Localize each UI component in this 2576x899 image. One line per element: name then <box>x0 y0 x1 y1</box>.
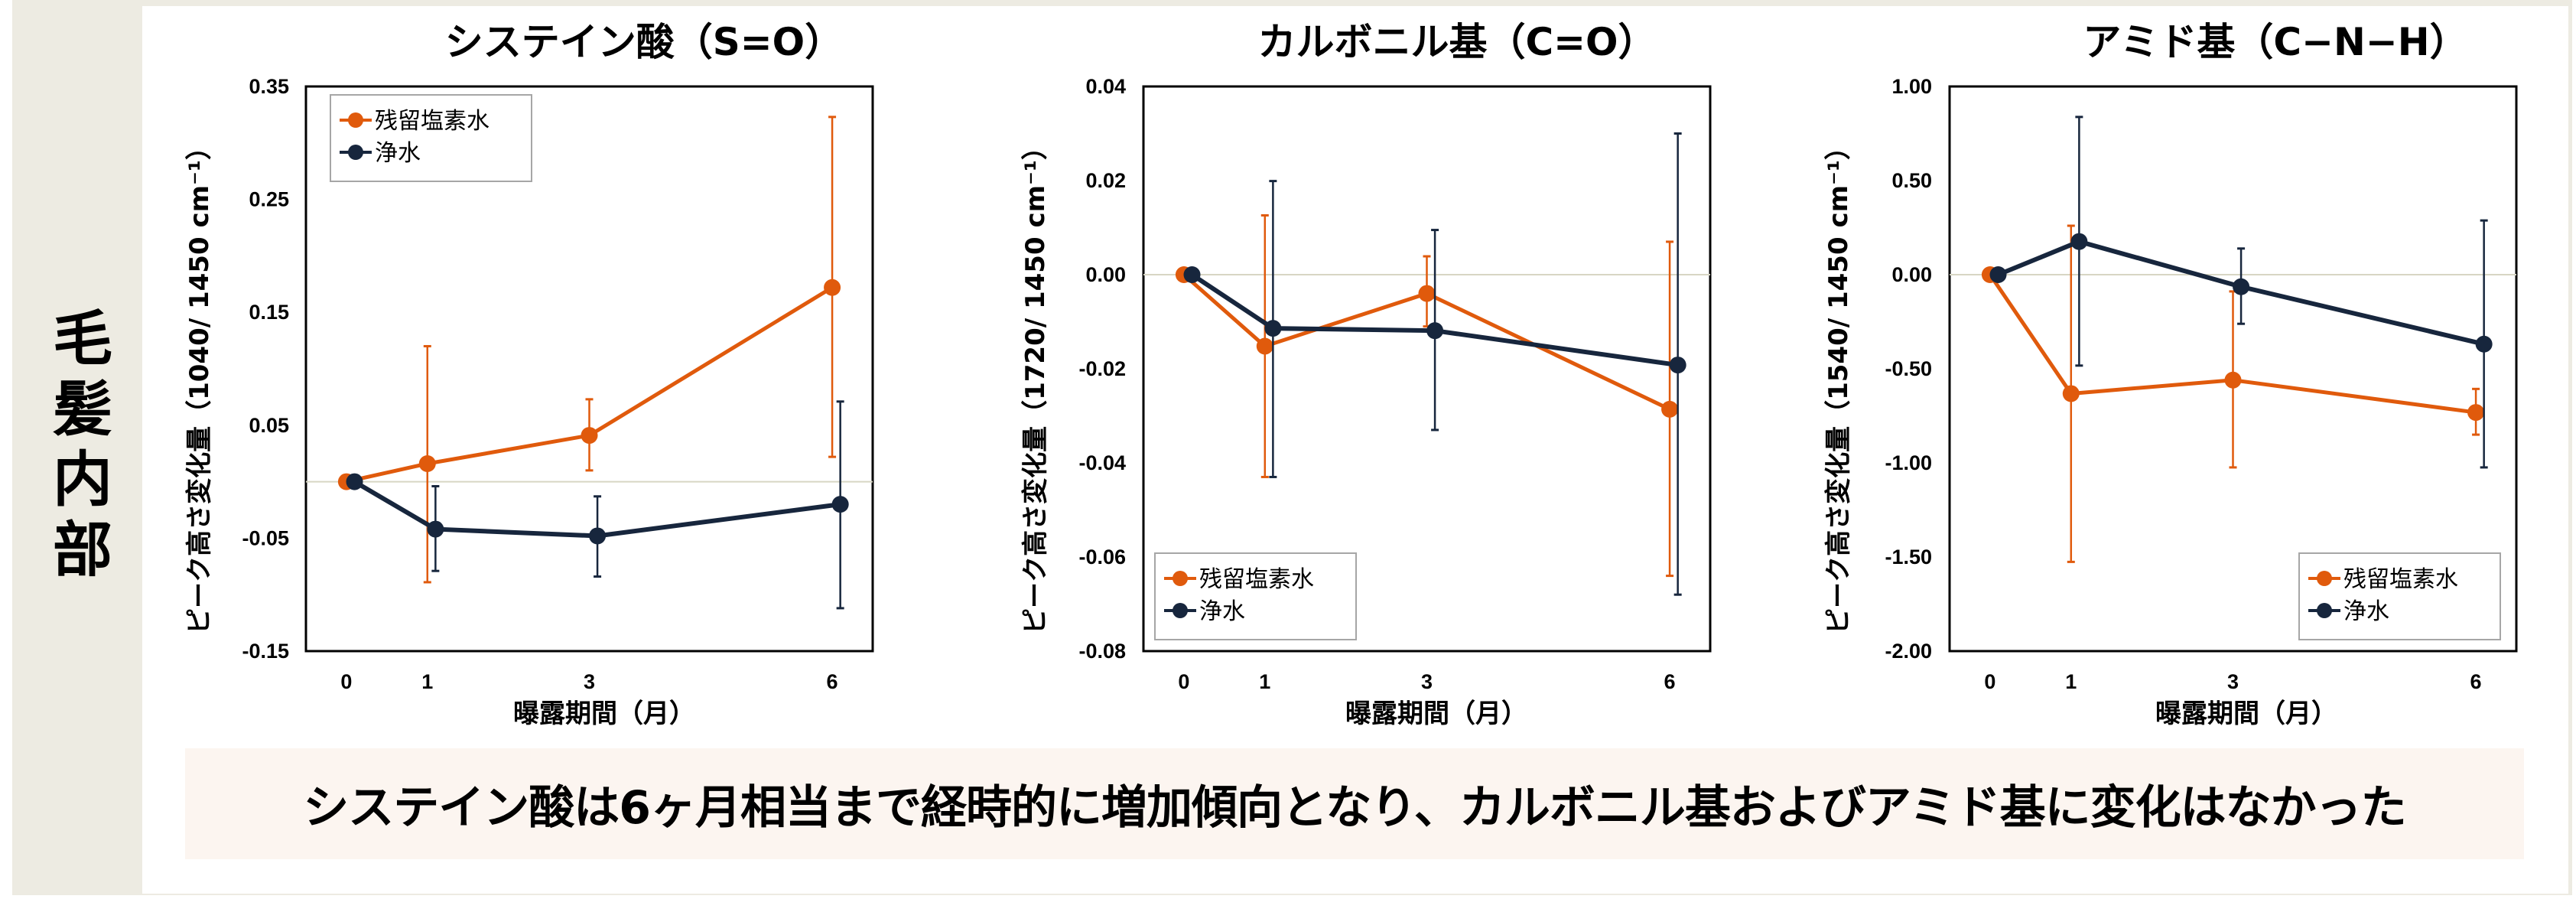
legend-label: 残留塩素水 <box>1199 566 1314 593</box>
data-point <box>2224 371 2242 389</box>
y-axis-title: ピーク高さ変化量（1040/ 1450 cm⁻¹） <box>184 134 215 634</box>
y-tick-label: -0.02 <box>1078 357 1126 380</box>
data-point <box>2070 233 2088 250</box>
y-tick-label: 0.00 <box>1085 263 1126 286</box>
legend-marker-icon <box>2317 571 2332 586</box>
series-line <box>1988 273 2477 415</box>
x-tick-label: 3 <box>1421 670 1433 693</box>
y-tick-label: 1.00 <box>1891 75 1932 98</box>
series-residual-chlorine <box>1175 214 1679 578</box>
chart-1: システイン酸（S=O） 0.35 0.25 0.15 0.05 -0.05 -0.15 0 1 3… <box>184 20 874 729</box>
data-point <box>1264 320 1282 337</box>
y-tick-label: 0.02 <box>1085 169 1126 192</box>
chart-title: カルボニル基（C=O） <box>1257 20 1656 64</box>
x-tick-label: 3 <box>2227 670 2239 693</box>
x-tick-label: 1 <box>1259 670 1270 693</box>
y-tick-label: 0.04 <box>1085 75 1126 98</box>
data-point <box>824 278 841 296</box>
legend-label: 浄水 <box>375 140 421 167</box>
legend-marker-icon <box>1173 571 1188 586</box>
legend-marker-icon <box>2317 603 2332 618</box>
legend-label: 浄水 <box>1199 598 1245 625</box>
series-line <box>353 480 841 539</box>
legend-marker-icon <box>348 112 363 128</box>
data-point <box>581 427 598 445</box>
summary-caption: システイン酸は6ヶ月相当まで経時的に増加傾向となり、カルボニル基およびアミド基に… <box>185 748 2524 859</box>
y-tick-label: -1.50 <box>1885 546 1932 568</box>
legend-box <box>1154 552 1357 640</box>
x-tick-label: 1 <box>2065 670 2077 693</box>
x-axis-title: 曝露期間（月） <box>513 699 695 729</box>
data-point <box>1989 266 2007 283</box>
chart-title: システイン酸（S=O） <box>445 20 843 64</box>
x-tick-label: 0 <box>340 670 352 693</box>
y-tick-label: 0.15 <box>249 301 289 324</box>
y-tick-label: 0.35 <box>249 75 289 98</box>
y-tick-label: -0.05 <box>242 526 289 549</box>
y-tick-label: 0.05 <box>249 414 289 437</box>
legend-box <box>330 94 532 182</box>
x-tick-label: 1 <box>421 670 433 693</box>
data-point <box>831 496 849 513</box>
series-line <box>346 285 834 484</box>
legend-label: 浄水 <box>2343 598 2389 625</box>
series-residual-chlorine <box>337 116 841 584</box>
chart-2: カルボニル基（C=O） 0.04 0.02 0.00 -0.02 -0.04 -0.06 -0… <box>1020 20 1712 729</box>
x-tick-label: 6 <box>2470 670 2482 693</box>
data-point <box>2233 278 2250 295</box>
x-tick-label: 0 <box>1178 670 1189 693</box>
x-tick-label: 6 <box>1664 670 1676 693</box>
y-tick-label: -2.00 <box>1885 640 1932 663</box>
legend-label: 残留塩素水 <box>375 108 490 135</box>
y-tick-label: -0.06 <box>1078 546 1126 568</box>
x-axis-title: 曝露期間（月） <box>1345 699 1527 729</box>
data-point <box>418 454 436 472</box>
section-label-text: 毛髪内部 <box>43 307 112 588</box>
legend-marker-icon <box>1173 603 1188 618</box>
y-tick-label: -0.50 <box>1885 357 1932 380</box>
legend-marker-icon <box>348 145 363 160</box>
series-line <box>1997 239 2485 347</box>
series-purified-water <box>346 400 849 610</box>
data-point <box>2467 404 2485 422</box>
y-tick-label: -1.00 <box>1885 451 1932 474</box>
data-point <box>1426 322 1444 340</box>
legend-label: 残留塩素水 <box>2343 566 2458 593</box>
y-axis-title: ピーク高さ変化量（1540/ 1450 cm⁻¹） <box>1823 134 1854 634</box>
section-label: 毛髪内部 <box>12 0 142 895</box>
y-tick-label: 0.50 <box>1891 169 1932 192</box>
y-tick-label: 0.00 <box>1891 263 1932 286</box>
data-point <box>2475 335 2493 353</box>
series-purified-water <box>1989 116 2493 469</box>
y-axis-title: ピーク高さ変化量（1720/ 1450 cm⁻¹） <box>1020 134 1051 634</box>
x-tick-label: 0 <box>1984 670 1995 693</box>
data-point <box>1418 285 1436 302</box>
series-purified-water <box>1183 132 1686 596</box>
data-point <box>2062 385 2080 402</box>
y-tick-label: -0.04 <box>1078 451 1126 474</box>
data-point <box>1256 337 1273 355</box>
y-tick-label: -0.08 <box>1078 640 1126 663</box>
summary-caption-text: システイン酸は6ヶ月相当まで経時的に増加傾向となり、カルボニル基およびアミド基に… <box>303 781 2406 835</box>
y-tick-label: 0.25 <box>249 188 289 211</box>
data-point <box>589 527 607 545</box>
x-tick-label: 3 <box>584 670 595 693</box>
series-line <box>1190 272 1679 368</box>
data-point <box>427 520 444 538</box>
series-line <box>1182 273 1671 412</box>
legend-box <box>2298 552 2501 640</box>
x-tick-label: 6 <box>827 670 838 693</box>
data-point <box>346 473 363 490</box>
chart-3: アミド基（C−N−H） 1.00 0.50 0.00 -0.50 -1.00 -1.50 -2… <box>1823 20 2518 729</box>
chart-title: アミド基（C−N−H） <box>2083 20 2467 64</box>
y-tick-label: -0.15 <box>242 640 289 663</box>
data-point <box>1661 400 1679 418</box>
data-point <box>1183 266 1201 283</box>
x-axis-title: 曝露期間（月） <box>2155 699 2337 729</box>
data-point <box>1669 357 1686 374</box>
